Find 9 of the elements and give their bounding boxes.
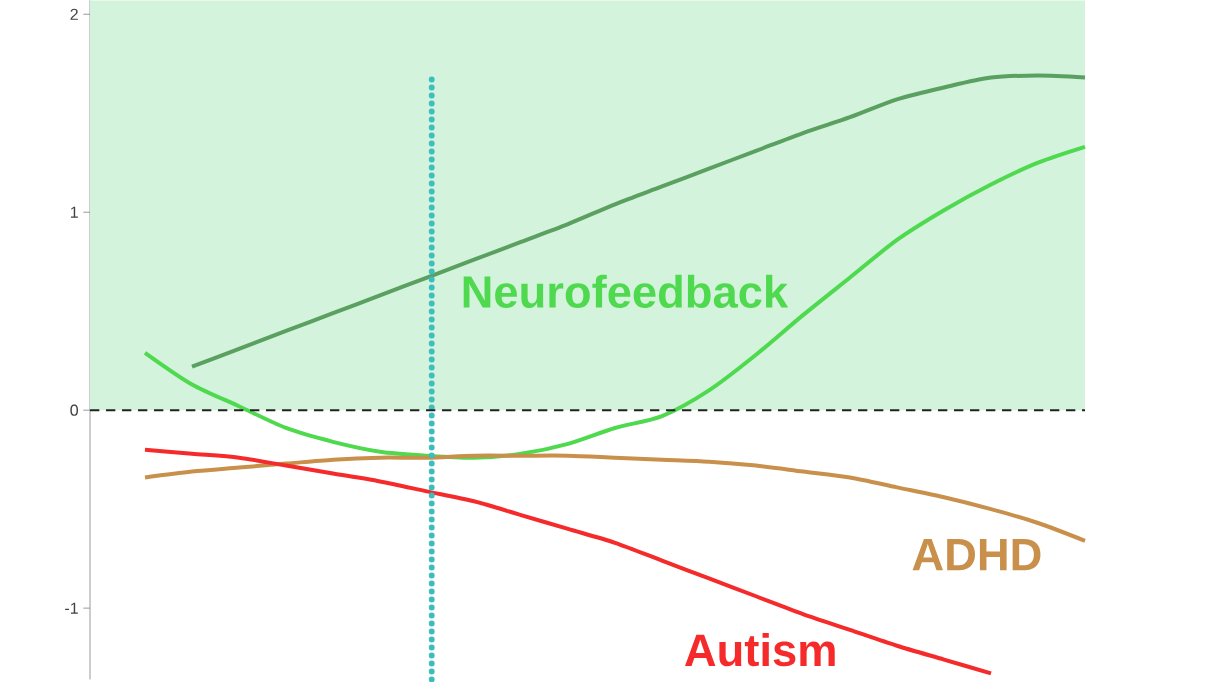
series-label: ADHD: [912, 538, 1041, 571]
y-tick-label: 0: [70, 404, 79, 416]
y-tick-label: 1: [70, 206, 78, 218]
line-series: [143, 144, 1087, 460]
series-label: Autism: [685, 632, 835, 667]
series-label: Neurofeedback: [463, 274, 789, 308]
y-tick-label: -1: [65, 602, 78, 614]
y-tick-label: 2: [70, 8, 78, 20]
line-series: [190, 73, 1087, 369]
